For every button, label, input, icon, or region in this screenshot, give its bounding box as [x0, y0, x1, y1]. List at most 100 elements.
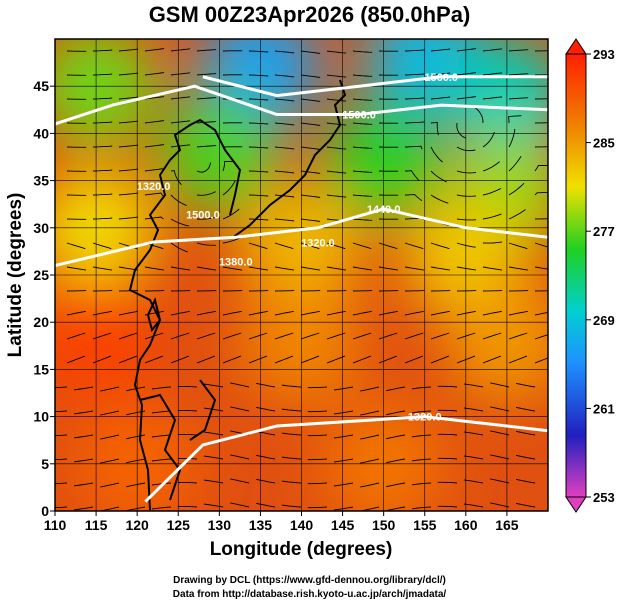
streamline [360, 482, 380, 488]
streamline [300, 98, 321, 102]
streamline [482, 48, 503, 52]
y-tick-label: 35 [33, 173, 49, 189]
streamline [248, 242, 268, 250]
streamline [482, 131, 495, 148]
streamline [170, 96, 191, 100]
streamline [404, 73, 425, 76]
streamline [196, 145, 217, 148]
streamline [222, 310, 242, 316]
streamline [326, 355, 346, 364]
streamline [463, 383, 484, 388]
streamline [411, 506, 432, 510]
contour-label: 1380.0 [219, 257, 253, 269]
streamline [508, 128, 516, 148]
streamline [118, 120, 139, 124]
streamline [300, 218, 321, 222]
streamline [151, 506, 172, 510]
y-tick-label: 15 [33, 361, 49, 377]
streamline [333, 506, 354, 511]
streamline [73, 386, 94, 391]
streamline [203, 503, 224, 508]
streamline [430, 355, 450, 364]
streamline [456, 96, 477, 100]
streamline [333, 482, 354, 487]
streamline [248, 50, 269, 53]
streamline [307, 434, 328, 437]
y-tick-label: 25 [33, 267, 49, 283]
streamline [118, 310, 138, 316]
streamline [437, 457, 458, 460]
streamline [473, 106, 484, 124]
contour-label: 1500.0 [342, 110, 376, 122]
streamline [177, 409, 198, 412]
streamline [456, 170, 477, 174]
streamline [196, 216, 217, 220]
streamline [118, 216, 139, 220]
streamline [456, 310, 476, 316]
y-axis: 0 5 10 15 20 25 30 35 40 45 [33, 78, 55, 519]
streamline [508, 97, 529, 100]
streamline [490, 502, 510, 508]
streamline [118, 355, 138, 364]
streamline [516, 430, 536, 436]
streamline [222, 236, 242, 244]
streamline [300, 170, 321, 174]
x-tick-label: 150 [372, 517, 396, 533]
streamline [463, 455, 484, 460]
streamline [386, 434, 406, 440]
streamline [516, 454, 536, 460]
streamline [248, 98, 269, 101]
colorbar: 293 285 277 269 261 253 [565, 38, 615, 513]
contour-label: 1320.0 [408, 412, 442, 424]
streamline [411, 482, 432, 486]
streamline [73, 482, 94, 487]
streamline [170, 310, 190, 316]
streamline [196, 49, 217, 52]
streamline [118, 192, 139, 196]
contour-label: 1320.0 [301, 238, 335, 250]
colorbar-tick-label: 261 [593, 401, 615, 416]
streamline [196, 355, 216, 364]
streamline [437, 385, 458, 388]
streamline [326, 50, 347, 54]
streamline [170, 332, 190, 340]
streamline [508, 115, 522, 124]
contour-label: 1440.0 [367, 204, 401, 216]
streamline [177, 385, 198, 388]
streamline [482, 187, 502, 196]
x-axis: 110 115 120 125 130 135 140 145 150 155 160 165 [44, 511, 519, 533]
streamline [73, 410, 94, 415]
streamline [352, 218, 373, 221]
contour-line [202, 75, 548, 98]
streamline [508, 310, 528, 316]
streamline [508, 49, 529, 52]
streamline [326, 74, 347, 78]
streamline [177, 481, 198, 484]
streamline [230, 502, 250, 508]
streamline [404, 332, 424, 340]
streamline [196, 191, 216, 196]
streamline [144, 216, 164, 220]
streamline [404, 266, 425, 271]
y-tick-label: 45 [33, 78, 49, 94]
streamline [144, 72, 165, 76]
streamline [360, 434, 380, 440]
streamline [508, 266, 529, 271]
contour-line [55, 84, 548, 126]
y-axis-label: Latitude (degrees) [5, 193, 26, 358]
contour-label: 1500.0 [186, 209, 220, 221]
streamline [482, 355, 502, 364]
streamline [203, 455, 224, 460]
streamline [222, 266, 243, 271]
streamline [73, 506, 94, 511]
streamline [534, 311, 548, 316]
streamline [378, 332, 398, 340]
streamline [333, 434, 354, 439]
streamline [430, 242, 450, 250]
streamline [386, 386, 406, 392]
streamline [437, 409, 458, 412]
x-tick-label: 135 [249, 517, 273, 533]
streamline [430, 121, 439, 136]
streamline [404, 145, 423, 150]
streamline [170, 48, 191, 52]
